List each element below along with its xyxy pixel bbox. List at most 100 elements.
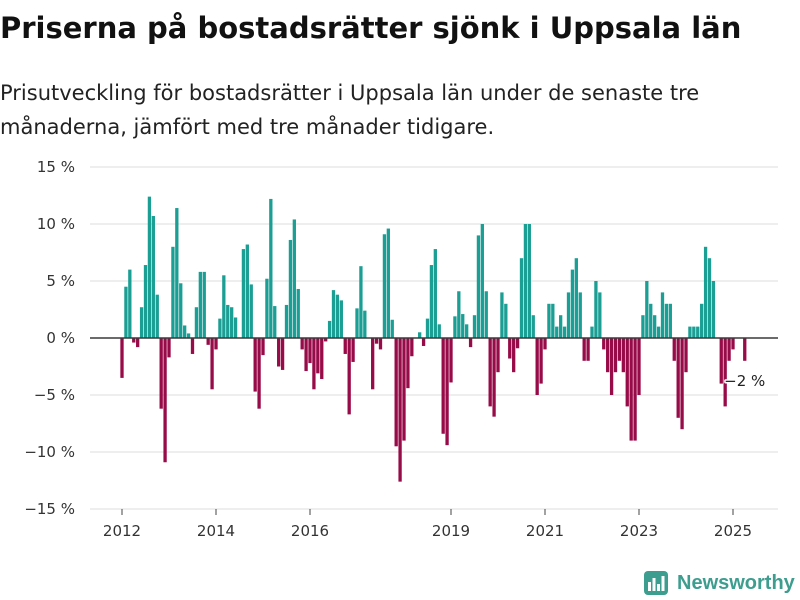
bar-2012-12	[163, 338, 167, 463]
bar-2013-10	[202, 271, 206, 338]
bar-2025-04	[743, 338, 747, 361]
bar-2015-08	[288, 239, 293, 338]
bar-2016-04	[320, 338, 324, 380]
bar-2022-07	[613, 338, 618, 373]
bar-2013-01	[167, 338, 171, 358]
bar-chart: 15 % 10 % 5 % 0 % −5 % −10 % −15 % 2012 2014 2016…	[24, 158, 778, 540]
bar-2022-01	[590, 326, 594, 338]
bar-2022-04	[602, 338, 606, 350]
bar-2024-08	[711, 281, 716, 338]
bar-2023-08	[664, 303, 669, 338]
bar-2021-08	[570, 269, 575, 338]
bar-2022-11	[629, 338, 633, 441]
bar-2012-08	[147, 196, 152, 338]
x-tick-label: 2021	[526, 522, 564, 540]
bar-2012-10	[155, 294, 159, 338]
bar-2018-08	[429, 265, 434, 338]
bar-2020-07	[519, 258, 524, 338]
bar-2017-06	[374, 338, 379, 344]
bar-2017-05	[371, 338, 375, 390]
bar-2020-01	[496, 338, 500, 373]
bar-2019-10	[484, 291, 488, 338]
bar-2013-03	[175, 208, 179, 338]
y-axis: 15 % 10 % 5 % 0 % −5 % −10 % −15 %	[24, 158, 75, 518]
bar-2020-08	[523, 224, 528, 338]
bar-2017-08	[382, 234, 387, 338]
bar-2024-06	[703, 246, 708, 338]
bar-2013-04	[179, 283, 183, 338]
x-axis: 2012 2014 2016 2019 2021 2023 2025	[103, 509, 752, 540]
bar-2014-08	[241, 249, 246, 338]
bar-2016-05	[324, 338, 328, 342]
bar-2022-02	[594, 281, 598, 338]
bar-2022-09	[621, 338, 625, 373]
bar-2022-08	[617, 338, 622, 361]
bar-2020-06	[515, 338, 520, 349]
bar-2020-05	[512, 338, 516, 373]
bar-2024-01	[684, 338, 688, 373]
bar-2021-06	[562, 326, 567, 338]
bar-2013-07	[190, 338, 195, 354]
x-tick-label: 2019	[432, 522, 470, 540]
bar-2019-02	[453, 316, 457, 338]
bar-2021-01	[543, 338, 547, 350]
bar-2016-10	[343, 338, 347, 354]
bar-2017-12	[398, 338, 402, 482]
bar-2012-07	[143, 265, 148, 338]
newsworthy-logo-text: Newsworthy	[677, 572, 795, 594]
bar-2020-12	[539, 338, 543, 384]
bar-2021-05	[559, 315, 563, 338]
bars	[120, 196, 747, 482]
bar-2016-08	[335, 294, 340, 338]
bar-2023-06	[656, 326, 661, 338]
bar-2024-05	[700, 303, 704, 338]
bar-2022-10	[625, 338, 629, 407]
bar-2015-03	[269, 198, 273, 338]
bar-2018-02	[406, 338, 410, 389]
bar-2014-12	[257, 338, 261, 409]
bar-2024-02	[688, 326, 692, 338]
bar-2018-07	[425, 318, 430, 338]
bar-2023-03	[645, 281, 649, 338]
bar-2018-06	[421, 338, 426, 346]
bar-2017-01	[355, 308, 359, 338]
bar-2015-05	[277, 338, 281, 367]
bar-2021-11	[582, 338, 586, 361]
y-tick-label: −5 %	[34, 386, 75, 404]
bar-2016-01	[308, 338, 312, 364]
x-tick-label: 2016	[291, 522, 329, 540]
bar-2016-11	[347, 338, 351, 415]
bar-2023-12	[680, 338, 684, 430]
bar-2017-02	[359, 266, 363, 338]
bar-2017-03	[363, 310, 367, 338]
bar-2017-07	[378, 338, 383, 350]
bar-2019-04	[461, 314, 465, 338]
bar-2023-07	[660, 292, 665, 338]
bar-2020-09	[527, 224, 531, 338]
bar-2016-02	[312, 338, 316, 390]
bar-2017-10	[390, 319, 394, 338]
bar-2012-05	[136, 338, 140, 348]
bar-2019-09	[480, 224, 484, 338]
y-tick-label: 5 %	[46, 272, 75, 290]
bar-2015-06	[280, 338, 285, 370]
bar-2019-11	[488, 338, 492, 407]
bar-2015-02	[265, 278, 269, 338]
bar-2018-09	[433, 249, 437, 338]
bar-2015-09	[292, 219, 296, 338]
bar-2012-11	[159, 338, 163, 409]
bar-2017-11	[394, 338, 398, 447]
bar-2023-02	[641, 315, 645, 338]
bar-2014-09	[245, 244, 249, 338]
bar-2016-09	[339, 300, 343, 338]
bar-2023-05	[653, 315, 657, 338]
bar-2020-10	[531, 315, 535, 338]
bar-2014-11	[253, 338, 257, 392]
x-tick-label: 2023	[620, 522, 658, 540]
bar-2013-12	[210, 338, 214, 390]
bar-2014-10	[249, 284, 253, 338]
annotation-label: −2 %	[724, 372, 765, 390]
bar-2020-11	[535, 338, 539, 395]
x-tick-label: 2025	[714, 522, 752, 540]
bar-2016-12	[351, 338, 355, 362]
